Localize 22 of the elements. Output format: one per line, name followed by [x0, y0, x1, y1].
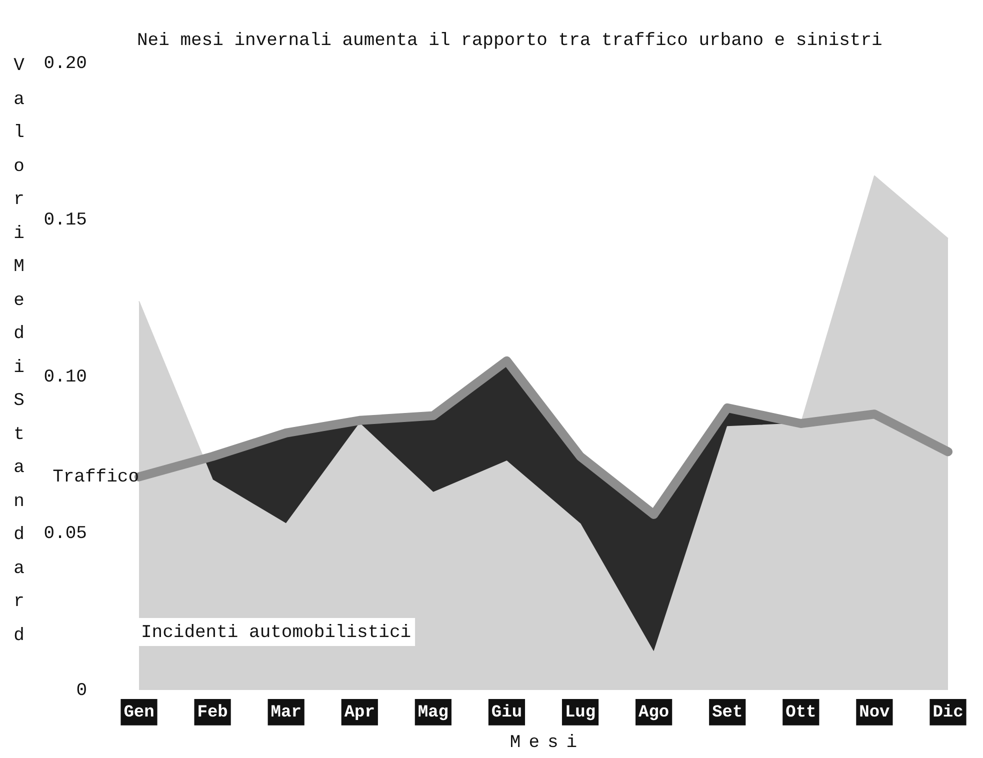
y-tick-label: 0.05	[44, 524, 87, 544]
y-tick-label: 0.15	[44, 210, 87, 231]
x-axis-title: Mesi	[510, 732, 586, 753]
series-label: Traffico	[52, 468, 139, 488]
x-tick-label: Mag	[418, 703, 448, 722]
series-label: Incidenti automobilistici	[141, 622, 412, 643]
x-tick-label: Apr	[344, 703, 375, 722]
x-tick-label: Lug	[564, 703, 596, 722]
chart-title: Nei mesi invernali aumenta il rapporto tra traffico urbano e sinistri	[137, 30, 882, 51]
x-tick-label: Ago	[638, 703, 670, 722]
x-tick-label: Set	[712, 703, 743, 722]
x-tick-label: Ott	[786, 703, 816, 722]
x-tick-label: Mar	[270, 703, 302, 722]
x-tick-label: Feb	[197, 703, 228, 722]
y-tick-label: 0.20	[44, 54, 87, 74]
x-tick-label: Gen	[124, 703, 154, 722]
x-tick-label: Dic	[932, 703, 964, 722]
x-tick-label: Giu	[491, 703, 522, 722]
y-tick-label: 0	[76, 680, 87, 701]
x-tick-label: Nov	[859, 703, 890, 722]
y-tick-label: 0.10	[44, 367, 87, 388]
text: Valori Medi Standard	[14, 56, 24, 646]
